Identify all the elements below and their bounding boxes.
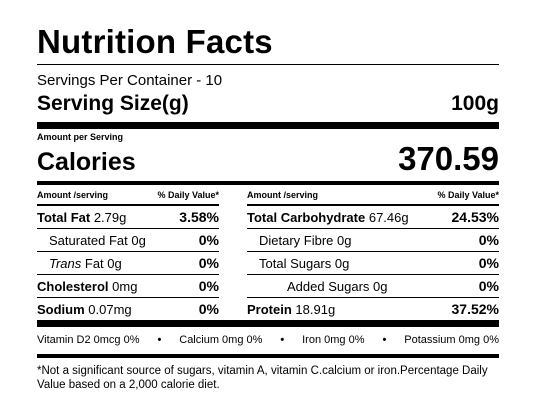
- nutrient-row-total-sugars: Total Sugars 0g 0%: [247, 252, 499, 275]
- footnote: *Not a significant source of sugars, vit…: [37, 365, 488, 391]
- right-column-header: Amount /serving % Daily Value*: [247, 185, 499, 206]
- nutrient-dv: 0%: [478, 232, 499, 248]
- bullet-separator: •: [157, 334, 162, 346]
- nutrient-amount: 0g: [131, 232, 146, 248]
- thick-divider: [37, 122, 499, 129]
- amount-header: Amount /serving: [247, 189, 319, 200]
- nutrient-dv: 24.53%: [451, 209, 499, 225]
- daily-value-header: % Daily Value*: [437, 189, 499, 200]
- left-column: Amount /serving % Daily Value* Total Fat…: [37, 185, 219, 320]
- calories-value: 370.59: [398, 140, 499, 177]
- amount-header: Amount /serving: [37, 189, 109, 200]
- nutrient-name: Protein: [247, 301, 292, 317]
- daily-value-header: % Daily Value*: [157, 189, 219, 200]
- nutrient-amount: 0g: [107, 255, 122, 271]
- nutrient-columns: Amount /serving % Daily Value* Total Fat…: [37, 185, 499, 320]
- nutrient-dv: 0%: [478, 255, 499, 271]
- nutrient-amount: 0g: [334, 255, 350, 271]
- label-title: Nutrition Facts: [37, 23, 273, 60]
- bullet-separator: •: [280, 334, 285, 346]
- vitamin-d2: Vitamin D2 0mcg 0%: [37, 334, 140, 346]
- nutrient-name: Cholesterol: [37, 278, 109, 294]
- nutrient-amount: 67.46g: [368, 209, 409, 225]
- nutrient-name: Dietary Fibre: [259, 232, 334, 248]
- nutrient-row-saturated-fat: Saturated Fat 0g 0%: [37, 229, 219, 252]
- potassium: Potassium 0mg 0%: [404, 334, 499, 346]
- nutrient-dv: 0%: [198, 301, 219, 317]
- nutrient-name: Total Fat: [37, 209, 91, 225]
- nutrient-dv: 0%: [478, 278, 499, 294]
- serving-size-label: Serving Size(g): [37, 92, 189, 115]
- nutrient-row-protein: Protein 18.91g 37.52%: [247, 298, 499, 320]
- iron: Iron 0mg 0%: [302, 334, 365, 346]
- nutrient-dv: 0%: [198, 255, 219, 271]
- divider: [37, 64, 499, 65]
- serving-size-value: 100g: [451, 92, 499, 115]
- nutrient-name: Total Carbohydrate: [247, 209, 366, 225]
- servings-per-container: Servings Per Container - 10: [37, 72, 223, 89]
- nutrient-row-total-fat: Total Fat 2.79g 3.58%: [37, 206, 219, 229]
- nutrient-name: Sodium: [37, 301, 85, 317]
- nutrient-name: Saturated Fat: [49, 232, 128, 248]
- nutrient-amount: 0g: [337, 232, 352, 248]
- nutrient-amount: 0g: [373, 278, 388, 294]
- medium-divider: [37, 181, 499, 185]
- right-column: Amount /serving % Daily Value* Total Car…: [247, 185, 499, 320]
- calories-label: Calories: [37, 148, 136, 176]
- nutrient-dv: 37.52%: [451, 301, 499, 317]
- nutrient-amount: 0.07mg: [88, 301, 132, 317]
- nutrient-row-total-carbohydrate: Total Carbohydrate 67.46g 24.53%: [247, 206, 499, 229]
- nutrient-name-rest: Fat: [81, 255, 104, 271]
- nutrient-row-dietary-fibre: Dietary Fibre 0g 0%: [247, 229, 499, 252]
- thick-divider: [37, 320, 499, 327]
- nutrient-row-cholesterol: Cholesterol 0mg 0%: [37, 275, 219, 298]
- nutrient-dv: 0%: [198, 278, 219, 294]
- bullet-separator: •: [382, 334, 387, 346]
- nutrient-row-trans-fat: Trans Fat 0g 0%: [37, 252, 219, 275]
- nutrient-amount: 18.91g: [295, 301, 336, 317]
- nutrient-dv: 3.58%: [179, 209, 219, 225]
- nutrition-label: Nutrition Facts Servings Per Container -…: [37, 22, 499, 392]
- nutrient-name: Added Sugars: [287, 278, 370, 294]
- calories-row: Calories 370.59: [37, 140, 499, 181]
- serving-size-row: Serving Size(g) 100g: [37, 90, 499, 122]
- nutrient-row-sodium: Sodium 0.07mg 0%: [37, 298, 219, 320]
- calcium: Calcium 0mg 0%: [179, 334, 263, 346]
- nutrient-amount: 0mg: [112, 278, 138, 294]
- nutrient-name: Total Sugars: [259, 255, 332, 271]
- left-column-header: Amount /serving % Daily Value*: [37, 185, 219, 206]
- amount-per-serving: Amount per Serving: [37, 132, 124, 142]
- nutrient-row-added-sugars: Added Sugars 0g 0%: [247, 275, 499, 298]
- nutrient-dv: 0%: [198, 232, 219, 248]
- vitamins-row: Vitamin D2 0mcg 0% • Calcium 0mg 0% • Ir…: [37, 334, 499, 354]
- medium-divider: [37, 354, 499, 358]
- nutrient-amount: 2.79g: [93, 209, 127, 225]
- nutrient-name-italic: Trans: [49, 255, 82, 271]
